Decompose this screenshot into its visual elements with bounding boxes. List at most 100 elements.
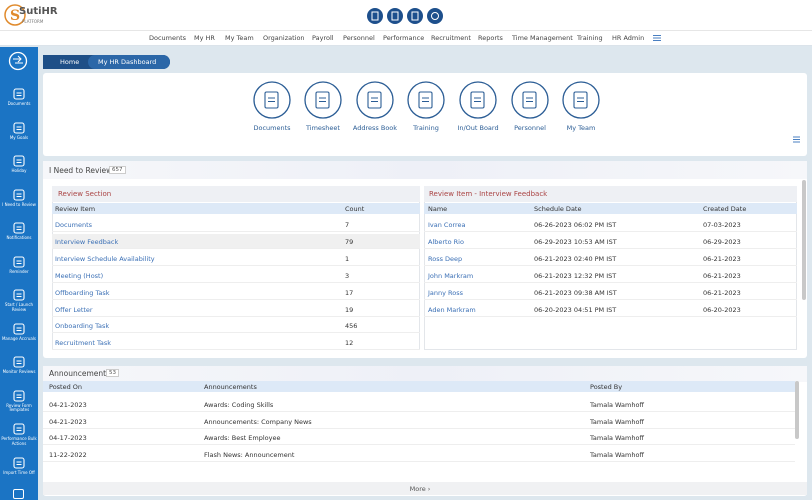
review-item-link[interactable]: Interview Feedback bbox=[55, 237, 119, 246]
quick-link-label[interactable]: Documents bbox=[253, 124, 291, 132]
sidebar-icon[interactable] bbox=[12, 121, 26, 134]
sidebar-icon[interactable] bbox=[13, 489, 24, 499]
sidebar-link[interactable]: Reminder bbox=[9, 268, 29, 274]
nav-link[interactable]: Documents bbox=[149, 34, 187, 42]
nav-link[interactable]: HR Admin bbox=[612, 34, 645, 42]
announcements-header bbox=[43, 366, 807, 382]
review-detail-title-bg bbox=[424, 186, 797, 202]
nav-menu-icon[interactable] bbox=[653, 34, 662, 42]
nav-link[interactable]: Time Management bbox=[512, 34, 573, 42]
sidebar-link[interactable]: Performance Bulk Actions bbox=[1, 436, 37, 446]
review-item-link[interactable]: Interview Schedule Availability bbox=[55, 254, 155, 263]
review-item-link[interactable]: Recruitment Task bbox=[55, 339, 112, 348]
column-header: Review Item bbox=[55, 205, 96, 213]
cell: 06-21-2023 02:40 PM IST bbox=[534, 254, 617, 263]
quick-link-icon[interactable] bbox=[252, 80, 292, 120]
quick-link-label[interactable]: My Team bbox=[566, 124, 596, 132]
sidebar-link[interactable]: Review Form Templates bbox=[6, 402, 32, 413]
quick-link-icon[interactable] bbox=[510, 80, 550, 120]
nav-link[interactable]: My Team bbox=[225, 34, 254, 42]
breadcrumb-current[interactable]: My HR Dashboard bbox=[98, 58, 157, 66]
sidebar-icon[interactable] bbox=[12, 88, 26, 100]
sidebar-link[interactable]: Import Time Off bbox=[3, 469, 35, 475]
row-divider bbox=[424, 264, 797, 266]
nav-link[interactable]: Personnel bbox=[343, 34, 375, 42]
name-link[interactable]: Ross Deep bbox=[428, 254, 463, 263]
scrollbar bbox=[795, 381, 799, 439]
name-link[interactable]: Alberto Rio bbox=[428, 237, 464, 246]
sidebar-link[interactable]: My Goals bbox=[9, 134, 29, 140]
app-icons[interactable] bbox=[366, 7, 446, 25]
breadcrumb-link[interactable]: Home bbox=[60, 58, 80, 66]
quick-link-label[interactable]: Training bbox=[413, 124, 439, 132]
nav-link[interactable]: My HR bbox=[194, 34, 215, 42]
nav-link[interactable]: Organization bbox=[263, 34, 305, 42]
sidebar-icon[interactable] bbox=[12, 389, 26, 402]
cell: 06-29-2023 10:53 AM IST bbox=[534, 237, 617, 246]
row-divider bbox=[43, 411, 795, 412]
quick-link-icon[interactable] bbox=[303, 80, 343, 120]
sidebar-icon[interactable] bbox=[12, 356, 26, 368]
cell: 06-20-2023 bbox=[703, 305, 741, 314]
review-item-link[interactable]: Documents bbox=[55, 221, 93, 229]
more-bar bbox=[43, 482, 807, 495]
cell: Tamala Wamhoff bbox=[590, 417, 644, 426]
more-link[interactable]: More › bbox=[409, 485, 431, 493]
sidebar-icon[interactable] bbox=[12, 255, 26, 268]
sidebar-link[interactable]: Start / Launch Review bbox=[4, 302, 34, 312]
sidebar-icon[interactable] bbox=[12, 155, 26, 167]
row-divider bbox=[424, 298, 797, 300]
sidebar-link[interactable]: Holiday bbox=[11, 168, 27, 173]
quick-link-icon[interactable] bbox=[355, 80, 395, 120]
quick-link-icon[interactable] bbox=[458, 80, 498, 120]
logo: SutiHR bbox=[19, 6, 58, 17]
name-link[interactable]: John Markram bbox=[428, 271, 474, 280]
name-link[interactable]: Janny Ross bbox=[428, 288, 464, 297]
row-divider bbox=[52, 349, 420, 351]
cell: 06-29-2023 bbox=[703, 237, 741, 246]
sidebar-toggle[interactable] bbox=[8, 51, 28, 71]
nav-link[interactable]: Recruitment bbox=[431, 34, 471, 42]
sidebar-link[interactable]: Notifications bbox=[6, 235, 32, 240]
cell: 3 bbox=[345, 271, 350, 280]
row-divider bbox=[52, 281, 420, 283]
cell: Flash News: Announcement bbox=[204, 451, 295, 460]
cell: 7 bbox=[345, 221, 350, 229]
panel-menu-icon[interactable] bbox=[793, 136, 801, 143]
review-item-link[interactable]: Onboarding Task bbox=[55, 322, 110, 331]
quick-link-label[interactable]: Address Book bbox=[352, 124, 398, 132]
nav-link[interactable]: Training bbox=[577, 34, 603, 42]
sidebar-link[interactable]: Documents bbox=[7, 101, 31, 106]
sidebar-link[interactable]: Manage Accruals bbox=[1, 335, 37, 341]
nav-link[interactable]: Performance bbox=[383, 34, 425, 42]
row-divider bbox=[424, 231, 797, 232]
quick-link-label[interactable]: In/Out Board bbox=[457, 124, 499, 132]
nav-link[interactable]: Reports bbox=[478, 34, 503, 42]
sidebar-icon[interactable] bbox=[12, 322, 26, 335]
sidebar-icon[interactable] bbox=[12, 188, 26, 201]
review-item-link[interactable]: Offboarding Task bbox=[55, 288, 110, 297]
panel-title: I Need to Review bbox=[49, 166, 113, 175]
sidebar-icon[interactable] bbox=[12, 456, 26, 469]
table-header-bg bbox=[43, 381, 795, 392]
review-item-link[interactable]: Meeting (Host) bbox=[55, 271, 104, 280]
nav-link[interactable]: Payroll bbox=[312, 34, 334, 42]
quick-link-icon[interactable] bbox=[561, 80, 601, 120]
sidebar-icon[interactable] bbox=[12, 222, 26, 234]
sidebar-icon[interactable] bbox=[12, 423, 26, 435]
quick-link-icon[interactable] bbox=[406, 80, 446, 120]
cell: 07-03-2023 bbox=[703, 221, 741, 229]
quick-link-label[interactable]: Timesheet bbox=[306, 124, 340, 132]
name-link[interactable]: Aden Markram bbox=[428, 305, 476, 314]
sidebar-link[interactable]: Monitor Reviews bbox=[2, 369, 36, 374]
sidebar-link[interactable]: I Need to Review bbox=[2, 201, 36, 207]
badge: 53 bbox=[106, 369, 119, 377]
cell: 19 bbox=[345, 305, 354, 314]
name-link[interactable]: Ivan Correa bbox=[428, 221, 466, 229]
quick-link-label[interactable]: Personnel bbox=[514, 124, 546, 132]
sidebar-icon[interactable] bbox=[12, 289, 26, 301]
breadcrumb-current-bg bbox=[88, 55, 170, 69]
panel-title: Announcements bbox=[49, 369, 110, 378]
review-item-link[interactable]: Offer Letter bbox=[55, 305, 93, 314]
